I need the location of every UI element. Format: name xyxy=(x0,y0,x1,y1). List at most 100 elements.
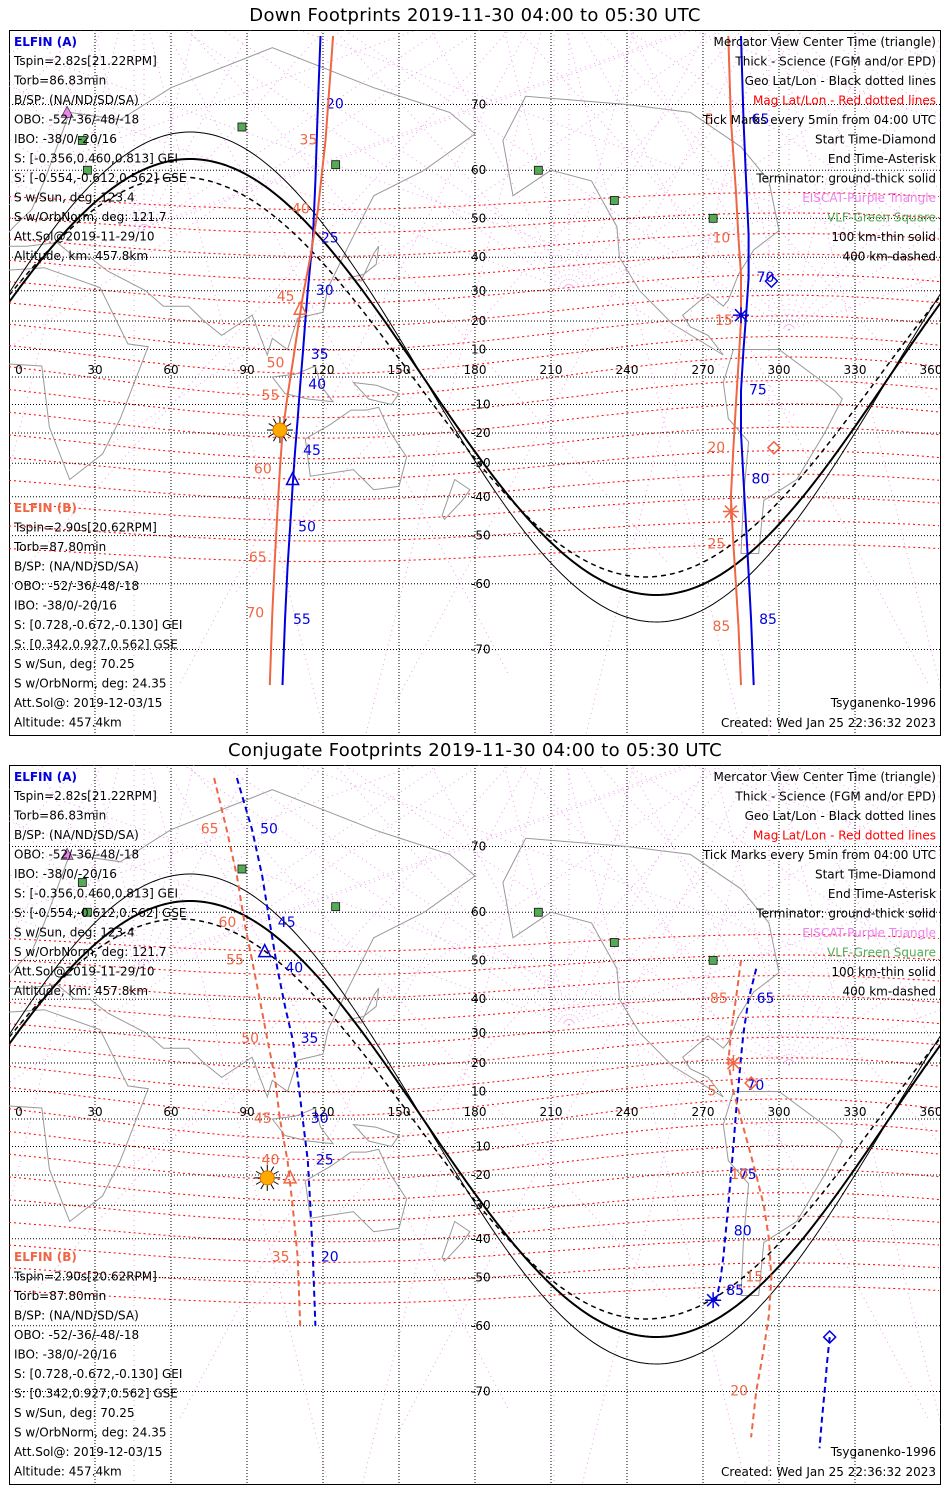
footprint-track xyxy=(235,777,317,1326)
lat-tick-label: 20 xyxy=(471,1056,486,1070)
elfin-b-info-line: Torb=87.80min xyxy=(13,1289,106,1303)
lon-tick-label: 270 xyxy=(692,363,715,377)
mag-lat-line xyxy=(9,212,940,234)
lat-tick-label: 20 xyxy=(471,314,486,328)
mag-lon-line xyxy=(9,30,419,179)
elfin-a-info-line: S w/OrbNorm, deg: 121.7 xyxy=(14,210,166,224)
lon-tick-label: 150 xyxy=(388,363,411,377)
vlf-site-square xyxy=(708,213,718,223)
mag-lat-line xyxy=(9,191,940,211)
legend-item: EISCAT-Purple Triangle xyxy=(802,191,936,205)
mag-lat-line xyxy=(9,1192,940,1222)
track-time-label: 35 xyxy=(272,1249,290,1265)
legend-item: Tick Marks every 5min from 04:00 UTC xyxy=(702,848,936,862)
lat-tick-label: -60 xyxy=(471,1319,491,1333)
track-time-label: 50 xyxy=(241,1031,259,1047)
center-triangle xyxy=(282,1169,298,1184)
lat-tick-label: 50 xyxy=(471,953,486,967)
track-time-label: 50 xyxy=(260,822,278,838)
track-time-label: 15 xyxy=(745,1270,763,1286)
elfin-b-info-line: S w/OrbNorm, deg: 24.35 xyxy=(14,1426,166,1440)
legend-item: 100 km-thin solid xyxy=(831,230,936,244)
mag-lat-line xyxy=(9,1016,940,1046)
elfin-a-info-line: Att.Sol@2019-11-29/10 xyxy=(14,965,155,979)
elfin-b-footprints: 65 60 55 50 45 40 35 85 5 10 15 20 xyxy=(201,777,773,1438)
mag-lon-line xyxy=(598,765,941,1146)
lat-tick-label: -50 xyxy=(471,1271,491,1285)
mag-lat-line xyxy=(9,1215,940,1243)
track-time-label: 10 xyxy=(730,1167,748,1183)
lat-tick-label: 60 xyxy=(471,163,486,177)
mag-lon-line xyxy=(37,55,790,331)
sun-disk xyxy=(272,422,288,438)
legend-item: 400 km-dashed xyxy=(842,250,936,264)
coastline xyxy=(9,47,476,357)
mag-lon-line xyxy=(343,30,790,331)
mag-lat-line xyxy=(9,379,940,419)
mag-lon-line xyxy=(392,765,754,1442)
lat-tick-label: -20 xyxy=(471,426,491,440)
elfin-a-label: ELFIN (A) xyxy=(14,35,77,49)
terminator-100km xyxy=(9,873,941,1365)
lat-tick-label: -10 xyxy=(471,1140,491,1154)
mag-lon-line xyxy=(568,38,941,291)
mag-lon-line xyxy=(17,30,689,275)
mag-lat-line xyxy=(9,995,940,1023)
track-time-label: 65 xyxy=(201,822,219,838)
sun-ray xyxy=(270,1183,275,1190)
mag-lat-line xyxy=(9,1077,940,1117)
vlf-site-square xyxy=(237,122,247,132)
elfin-b-info-line: S: [0.342,0.927,0.562] GSE xyxy=(14,1387,178,1401)
mag-lon-line xyxy=(233,30,743,595)
footprint-track xyxy=(727,960,773,1438)
track-time-label: 50 xyxy=(267,355,285,371)
mag-lon-line xyxy=(627,30,941,242)
lat-tick-label: 70 xyxy=(471,840,486,854)
lat-tick-label: 30 xyxy=(471,1026,486,1040)
lon-tick-label: 330 xyxy=(844,363,867,377)
ground-terminator xyxy=(9,900,941,1338)
lat-tick-label: 40 xyxy=(471,992,486,1006)
track-time-label: 40 xyxy=(262,1153,280,1169)
sun-ray xyxy=(273,1170,279,1175)
track-time-label: 20 xyxy=(321,1249,339,1265)
track-time-label: 45 xyxy=(278,915,296,931)
mag-lon-line xyxy=(165,765,511,1412)
mag-lon-line xyxy=(105,765,726,1183)
end-asterisk xyxy=(724,505,738,519)
elfin-a-info-line: B/SP: (NA/ND/SD/SA) xyxy=(14,828,139,842)
sun-ray xyxy=(268,423,275,427)
lat-tick-label: 10 xyxy=(471,1084,486,1098)
lon-tick-label: 300 xyxy=(768,363,791,377)
mag-lat-line xyxy=(9,954,940,976)
legend-item: Thick - Science (FGM and/or EPD) xyxy=(734,790,936,804)
elfin-a-info-line: B/SP: (NA/ND/SD/SA) xyxy=(14,93,139,107)
track-time-label: 50 xyxy=(298,519,316,535)
track-markers xyxy=(60,105,781,520)
lon-tick-label: 90 xyxy=(239,363,254,377)
sun-ray xyxy=(273,1180,279,1185)
mag-lon-line xyxy=(9,85,570,291)
elfin-a-info-line: IBO: -38/0/-20/16 xyxy=(14,132,117,146)
mag-lon-line xyxy=(343,765,790,1066)
track-time-label: 5 xyxy=(705,112,714,128)
track-time-label: 80 xyxy=(752,471,770,487)
start-diamond xyxy=(764,274,779,289)
elfin-a-info-line: S: [-0.554,-0.612,0.562] GSE xyxy=(14,171,187,185)
track-time-label: 55 xyxy=(293,612,311,628)
lon-tick-label: 60 xyxy=(163,363,178,377)
lat-tick-label: -50 xyxy=(471,529,491,543)
track-time-label: 10 xyxy=(712,231,730,247)
info-text: ELFIN (A) Tspin=2.82s[21.22RPM] Torb=86.83… xyxy=(13,770,936,1479)
sun-icon xyxy=(254,1164,281,1191)
elfin-a-label: ELFIN (A) xyxy=(14,770,77,784)
mag-lat-line xyxy=(9,1262,940,1284)
mag-lat-line xyxy=(9,1036,940,1070)
elfin-b-info-line: IBO: -38/0/-20/16 xyxy=(14,599,117,613)
mag-lat-line xyxy=(9,520,940,542)
mag-lat-line xyxy=(9,356,940,398)
legend-item: End Time-Asterisk xyxy=(828,887,936,901)
mag-lon-line xyxy=(18,765,510,1310)
vlf-site-square xyxy=(77,878,87,887)
